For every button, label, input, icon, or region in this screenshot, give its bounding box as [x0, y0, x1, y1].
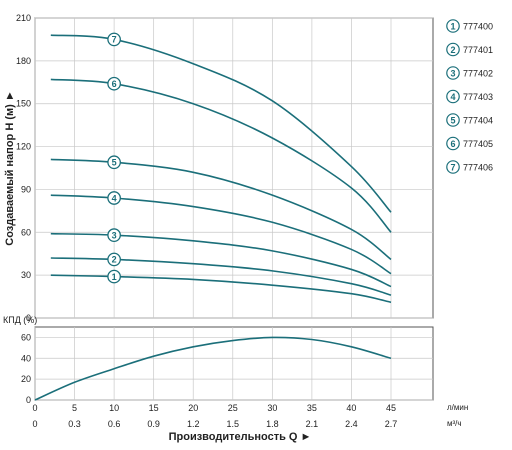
- curve-markers: 1 2 3 4 5 6 7: [107, 32, 121, 284]
- curve-marker-4: [107, 191, 121, 205]
- curve-marker-label-6: 6: [112, 79, 117, 89]
- legend-marker-3: [446, 66, 460, 80]
- flow-tick-m3h: 1.8: [266, 419, 279, 429]
- flow-tick-m3h: 0.6: [108, 419, 121, 429]
- flow-tick-lmin: 20: [188, 403, 198, 413]
- head-tick-label: 120: [16, 142, 31, 152]
- flow-tick-lmin: 0: [32, 403, 37, 413]
- legend-marker-4: [446, 89, 460, 104]
- efficiency-line: [34, 336, 392, 401]
- curve-marker-label-7: 7: [112, 35, 117, 45]
- head-tick-label: 0: [26, 313, 31, 323]
- curve-marker-2: [107, 252, 121, 267]
- legend-marker-label-4: 4: [450, 92, 455, 102]
- flow-tick-lmin: 40: [346, 403, 356, 413]
- curve-marker-7: [107, 32, 121, 47]
- efficiency-tick-label: 40: [21, 353, 31, 363]
- x-tick-labels: 0 0 5 0.3 10 0.6 15 0.9 20 1.2 25 1.5 30 1.8 35 2.1 40 2.…: [32, 403, 397, 429]
- flow-tick-m3h: 2.7: [385, 419, 398, 429]
- legend-marker-label-2: 2: [450, 45, 455, 55]
- curve-marker-1: [107, 269, 121, 284]
- legend-label-4: 777403: [463, 92, 493, 102]
- curve-marker-label-5: 5: [112, 158, 117, 168]
- flow-tick-m3h: 1.2: [187, 419, 200, 429]
- flow-tick-lmin: 10: [109, 403, 119, 413]
- head-tick-label: 30: [21, 270, 31, 280]
- flow-tick-lmin: 35: [307, 403, 317, 413]
- curve-marker-label-3: 3: [112, 230, 117, 240]
- legend-label-5: 777404: [463, 115, 493, 125]
- efficiency-tick-label: 20: [21, 374, 31, 384]
- legend-marker-5: [446, 113, 460, 127]
- unit-m3h: м³/ч: [447, 419, 462, 428]
- legend-label-6: 777405: [463, 139, 493, 149]
- efficiency-tick-label: 0: [26, 395, 31, 405]
- legend-marker-label-7: 7: [450, 162, 455, 172]
- flow-axis-title: Производительность Q ►: [169, 431, 312, 443]
- curve-marker-label-1: 1: [112, 272, 117, 282]
- head-axis-title: Создаваемый напор H (м) ►: [4, 90, 16, 245]
- efficiency-tick-label: 60: [21, 332, 31, 342]
- unit-lmin: л/мин: [447, 403, 468, 412]
- legend: 1 777400 2 777401 3 777402 4 777403 5 777404 6 7774…: [446, 19, 493, 174]
- flow-tick-lmin: 15: [149, 403, 159, 413]
- head-tick-label: 180: [16, 56, 31, 66]
- legend-marker-label-6: 6: [450, 139, 455, 149]
- y-tick-labels: 0 30 60 90 120 150 180 210 0 20 40 60: [16, 13, 31, 405]
- head-tick-label: 60: [21, 227, 31, 237]
- legend-marker-label-1: 1: [450, 21, 455, 31]
- legend-marker-6: [446, 136, 460, 151]
- legend-label-1: 777400: [463, 21, 493, 31]
- head-tick-label: 150: [16, 99, 31, 109]
- legend-label-3: 777402: [463, 68, 493, 78]
- flow-tick-m3h: 0.3: [68, 419, 81, 429]
- head-tick-label: 90: [21, 184, 31, 194]
- flow-tick-lmin: 25: [228, 403, 238, 413]
- head-tick-label: 210: [16, 13, 31, 23]
- curve-marker-label-2: 2: [112, 255, 117, 265]
- efficiency-axis-title: КПД (%): [3, 315, 37, 325]
- curve-marker-6: [107, 76, 121, 91]
- curve-marker-label-4: 4: [112, 193, 117, 203]
- flow-tick-m3h: 0: [32, 419, 37, 429]
- flow-tick-lmin: 30: [267, 403, 277, 413]
- flow-tick-m3h: 2.1: [306, 419, 319, 429]
- curve-marker-3: [107, 228, 121, 242]
- legend-marker-1: [446, 19, 460, 33]
- flow-tick-m3h: 2.4: [345, 419, 358, 429]
- legend-marker-label-5: 5: [450, 115, 455, 125]
- legend-marker-2: [446, 42, 460, 57]
- flow-tick-m3h: 1.5: [227, 419, 240, 429]
- legend-marker-7: [446, 160, 460, 174]
- curve-marker-5: [107, 155, 121, 170]
- flow-tick-m3h: 0.9: [147, 419, 160, 429]
- legend-label-7: 777406: [463, 162, 493, 172]
- legend-marker-label-3: 3: [450, 68, 455, 78]
- flow-tick-lmin: 5: [72, 403, 77, 413]
- flow-tick-lmin: 45: [386, 403, 396, 413]
- efficiency-curve: [34, 336, 392, 401]
- legend-label-2: 777401: [463, 45, 493, 55]
